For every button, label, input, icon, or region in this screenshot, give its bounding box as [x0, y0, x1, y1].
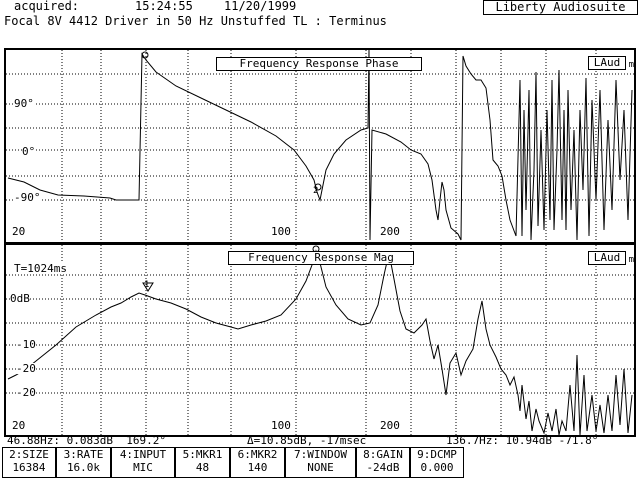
phase-panel-title: Frequency Response Phase: [216, 57, 422, 71]
mag-x-label-200: 200: [380, 419, 400, 432]
mag-x-label-20: 20: [12, 419, 26, 432]
mag-y-label-neg20a: -20: [16, 362, 36, 375]
softkey-input[interactable]: 4:INPUT MIC: [111, 447, 175, 478]
softkey-bar: 2:SIZE 16384 3:RATE 16.0k 4:INPUT MIC 5:MKR…: [0, 447, 640, 480]
softkey-dcmp[interactable]: 9:DCMP 0.000: [410, 447, 464, 478]
softkey-mkr2[interactable]: 6:MKR2 140: [230, 447, 285, 478]
status-marker2-readout: 136.7Hz: 10.94dB -71.8°: [446, 434, 599, 447]
softkey-rate[interactable]: 3:RATE 16.0k: [56, 447, 111, 478]
status-delta-readout: Δ=10.85dB, -17msec: [247, 434, 367, 447]
mag-time-label: T=1024ms: [14, 262, 67, 275]
mag-marker-1: [142, 282, 154, 292]
mag-y-label-neg20b: -20: [16, 386, 36, 399]
phase-marker-2: [314, 183, 322, 191]
brand-box: Liberty Audiosuite: [483, 0, 638, 15]
softkey-window[interactable]: 7:WINDOW NONE: [285, 447, 356, 478]
acquired-time: 15:24:55: [135, 0, 193, 13]
phase-y-label-0: 0°: [22, 145, 36, 158]
phase-laud-sub: m: [628, 60, 634, 70]
phase-x-label-100: 100: [271, 225, 291, 238]
mag-curve: [7, 249, 633, 435]
softkey-size[interactable]: 2:SIZE 16384: [2, 447, 56, 478]
mag-panel-title: Frequency Response Mag: [228, 251, 414, 265]
phase-marker-2-label: 2: [313, 186, 319, 196]
mag-plot: [6, 245, 634, 435]
phase-curve: [7, 50, 633, 241]
mag-laud-badge: LAud: [588, 251, 626, 265]
mag-y-label-0db: 0dB: [10, 292, 30, 305]
mag-x-label-100: 100: [271, 419, 291, 432]
phase-y-label-90: 90°: [14, 97, 34, 110]
acquired-label: acquired:: [14, 0, 80, 13]
mag-y-label-neg10: -10: [16, 338, 36, 351]
phase-panel[interactable]: Frequency Response Phase LAud m 90° 0° -…: [4, 48, 636, 244]
mag-marker-1-label: 1: [144, 280, 150, 290]
phase-x-label-200: 200: [380, 225, 400, 238]
measurement-title: Focal 8V 4412 Driver in 50 Hz Unstuffed …: [4, 14, 387, 28]
mag-laud-sub: m: [628, 255, 634, 265]
softkey-mkr1[interactable]: 5:MKR1 48: [175, 447, 230, 478]
phase-x-label-20: 20: [12, 225, 26, 238]
phase-plot: [6, 50, 634, 242]
phase-laud-badge: LAud: [588, 56, 626, 70]
status-marker1-readout: 46.88Hz: 0.083dB 169.2°: [7, 434, 166, 447]
phase-marker-1: [141, 51, 149, 59]
mag-panel[interactable]: Frequency Response Mag LAud m T=1024ms 0…: [4, 243, 636, 437]
phase-y-label-neg90: -90°: [14, 191, 41, 204]
softkey-gain[interactable]: 8:GAIN -24dB: [356, 447, 410, 478]
acquired-date: 11/20/1999: [224, 0, 297, 13]
